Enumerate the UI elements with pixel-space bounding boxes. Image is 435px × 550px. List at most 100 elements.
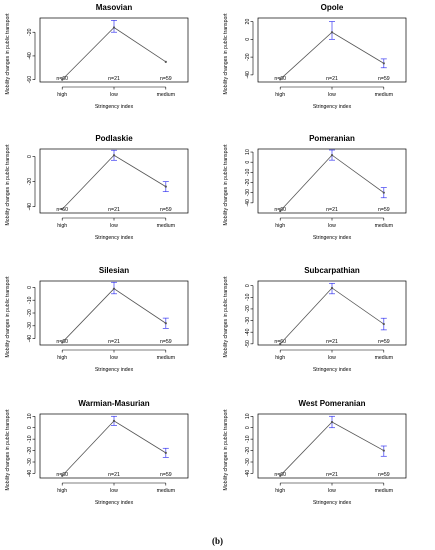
x-axis-label: Stringency index (313, 235, 352, 241)
chart-title: West Pomeranian (299, 399, 366, 408)
x-axis-label: Stringency index (95, 500, 134, 506)
y-tick-label: -40 (245, 199, 251, 207)
chart-title: Warmian-Masurian (78, 399, 149, 408)
series-line (61, 154, 167, 210)
y-tick-label: -20 (245, 305, 251, 313)
x-tick-label: medium (375, 92, 393, 98)
chart-panel-podlaskie: Podlaskie-40-200highn=60lown=21mediumn=5… (5, 134, 189, 241)
data-point (164, 185, 167, 188)
data-point (279, 474, 282, 477)
chart-panel-pomeranian: Pomeranian-40-30-20-10010highn=60lown=21… (223, 134, 407, 241)
data-point (382, 191, 385, 194)
y-axis-label: Mobility changes in public transport (223, 276, 229, 358)
data-point (61, 78, 64, 81)
x-tick-label: medium (157, 92, 175, 98)
y-tick-label: -40 (27, 335, 33, 343)
series-line (61, 420, 167, 476)
chart-title: Podlaskie (95, 134, 133, 143)
x-tick-label: low (328, 92, 336, 98)
y-tick-label: -20 (27, 309, 33, 317)
data-point (164, 322, 167, 325)
count-label: n=59 (160, 339, 172, 345)
data-point (279, 342, 282, 345)
count-label: n=59 (378, 207, 390, 213)
x-tick-label: medium (375, 223, 393, 229)
data-point (279, 209, 282, 213)
data-point (112, 154, 116, 157)
y-tick-label: 10 (245, 413, 251, 419)
x-tick-label: medium (375, 488, 393, 494)
series-line (279, 287, 385, 345)
chart-panel-warmian-masurian: Warmian-Masurian-40-30-20-10010highn=60l… (5, 399, 189, 506)
count-label: n=59 (160, 472, 172, 478)
data-point (330, 153, 334, 157)
y-tick-label: -10 (27, 435, 33, 443)
y-tick-label: -60 (27, 76, 33, 84)
y-tick-label: -20 (245, 447, 251, 455)
y-tick-label: -50 (245, 340, 251, 348)
count-label: n=59 (378, 472, 390, 478)
y-tick-label: -20 (245, 179, 251, 187)
y-tick-label: 0 (27, 426, 33, 429)
x-axis-label: Stringency index (95, 104, 134, 110)
plot-frame (39, 413, 189, 479)
chart-title: Subcarpathian (304, 266, 360, 275)
x-axis-label: Stringency index (313, 367, 352, 373)
x-tick-label: high (275, 223, 285, 229)
x-tick-label: high (57, 223, 67, 229)
plot-frame (257, 413, 407, 479)
count-label: n=21 (326, 472, 338, 478)
y-tick-label: -40 (27, 52, 33, 60)
x-tick-label: low (328, 355, 336, 361)
y-tick-label: -10 (27, 296, 33, 304)
y-tick-label: 0 (27, 155, 33, 158)
y-tick-label: -40 (245, 328, 251, 336)
count-label: n=59 (160, 207, 172, 213)
data-point (112, 419, 116, 422)
data-point (61, 341, 64, 344)
chart-title: Masovian (96, 3, 133, 12)
y-tick-label: -40 (27, 470, 33, 478)
data-point (112, 26, 116, 29)
chart-panel-subcarpathian: Subcarpathian -50 -40 -30 -20 -10 0 high n=60 low… (223, 266, 407, 373)
y-tick-label: -20 (27, 178, 33, 186)
x-tick-label: high (57, 488, 67, 494)
x-tick-label: medium (157, 488, 175, 494)
chart-title: Pomeranian (309, 134, 355, 143)
y-tick-label: -10 (245, 169, 251, 177)
plot-frame (39, 148, 189, 214)
y-tick-label: -30 (27, 322, 33, 330)
y-tick-label: 0 (245, 284, 251, 287)
figure-caption: (b) (212, 536, 223, 546)
y-tick-label: -40 (245, 71, 251, 79)
y-axis-label: Mobility changes in public transport (5, 13, 11, 95)
plot-frame (257, 17, 407, 83)
count-label: n=21 (326, 207, 338, 213)
chart-panel-opole: Opole-40-20020highn=60lown=21mediumn=59S… (223, 3, 407, 110)
plot-frame (257, 280, 407, 346)
x-tick-label: high (275, 488, 285, 494)
y-tick-label: -40 (245, 470, 251, 478)
plot-frame (39, 280, 189, 346)
count-label: n=59 (378, 76, 390, 82)
x-tick-label: high (275, 92, 285, 98)
data-point (61, 208, 64, 211)
x-tick-label: low (110, 488, 118, 494)
y-tick-label: -30 (245, 458, 251, 466)
x-axis-label: Stringency index (313, 104, 352, 110)
y-axis-label: Mobility changes in public transport (223, 144, 229, 226)
x-axis-label: Stringency index (95, 235, 134, 241)
y-axis-label: Mobility changes in public transport (223, 409, 229, 491)
y-tick-label: -30 (245, 189, 251, 197)
count-label: n=21 (108, 339, 120, 345)
x-tick-label: low (328, 223, 336, 229)
data-point (330, 31, 334, 34)
chart-title: Silesian (99, 266, 129, 275)
count-label: n=21 (326, 339, 338, 345)
x-tick-label: low (110, 355, 118, 361)
y-tick-label: 10 (27, 413, 33, 419)
y-tick-label: 0 (245, 38, 251, 41)
y-tick-label: -40 (27, 203, 33, 211)
data-point (382, 449, 385, 452)
